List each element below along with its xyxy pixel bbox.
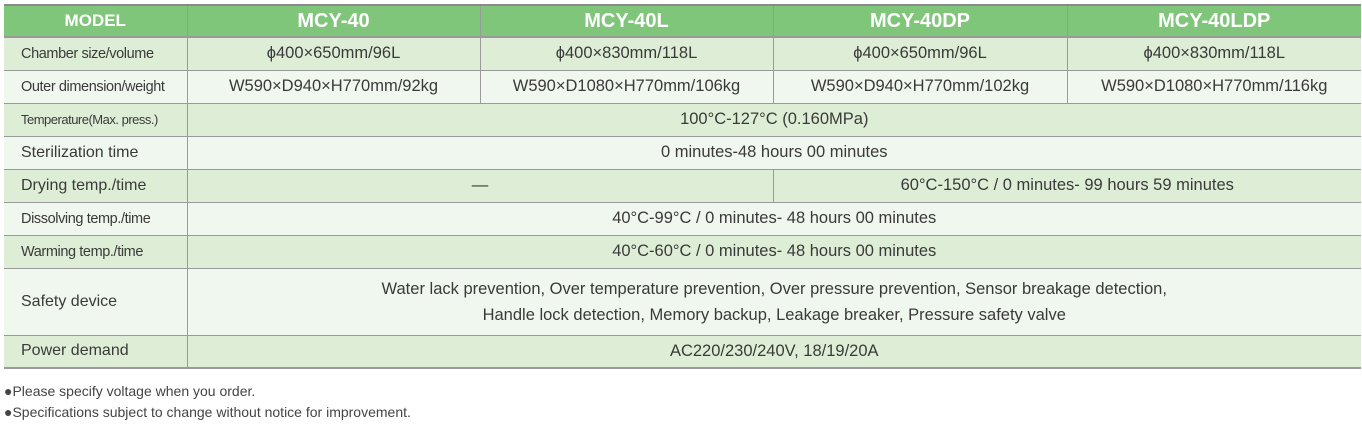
cell: W590×D1080×H770mm/106kg [480, 69, 774, 104]
row-label: Temperature(Max. press.) [4, 102, 188, 137]
row-label: Warming temp./time [4, 234, 188, 269]
row-label: Sterilization time [4, 135, 188, 170]
model-name: MCY-40LDP [1067, 4, 1361, 38]
row-label: Chamber size/volume [4, 36, 188, 71]
footnotes: ●Please specify voltage when you order. … [4, 381, 411, 423]
row-label: Safety device [4, 267, 188, 336]
model-name: MCY-40DP [773, 4, 1068, 38]
spec-table: MODEL MCY-40 MCY-40L MCY-40DP MCY-40LDP … [4, 4, 1361, 369]
sterilization-row: Sterilization time 0 minutes-48 hours 00… [4, 135, 1361, 170]
cell: — [187, 168, 774, 203]
cell: ϕ400×650mm/96L [187, 36, 481, 71]
cell: Water lack prevention, Over temperature … [187, 267, 1361, 336]
cell: W590×D940×H770mm/102kg [773, 69, 1068, 104]
row-label: Dissolving temp./time [4, 201, 188, 236]
cell: 40°C-60°C / 0 minutes- 48 hours 00 minut… [187, 234, 1361, 269]
cell: AC220/230/240V, 18/19/20A [187, 334, 1361, 369]
header-row: MODEL MCY-40 MCY-40L MCY-40DP MCY-40LDP [4, 4, 1361, 38]
temperature-row: Temperature(Max. press.) 100°C-127°C (0.… [4, 102, 1361, 137]
model-header: MODEL [4, 4, 188, 38]
row-label: Drying temp./time [4, 168, 188, 203]
cell: ϕ400×830mm/118L [1067, 36, 1361, 71]
outer-row: Outer dimension/weight W590×D940×H770mm/… [4, 69, 1361, 104]
dissolving-row: Dissolving temp./time 40°C-99°C / 0 minu… [4, 201, 1361, 236]
model-name: MCY-40 [187, 4, 481, 38]
cell: 0 minutes-48 hours 00 minutes [187, 135, 1361, 170]
footnote: ●Please specify voltage when you order. [4, 383, 256, 399]
safety-row: Safety device Water lack prevention, Ove… [4, 267, 1361, 336]
safety-line: Handle lock detection, Memory backup, Le… [482, 305, 1066, 324]
safety-line: Water lack prevention, Over temperature … [381, 279, 1167, 298]
footnote: ●Specifications subject to change withou… [4, 404, 411, 420]
warming-row: Warming temp./time 40°C-60°C / 0 minutes… [4, 234, 1361, 269]
cell: 60°C-150°C / 0 minutes- 99 hours 59 minu… [773, 168, 1361, 203]
chamber-row: Chamber size/volume ϕ400×650mm/96L ϕ400×… [4, 36, 1361, 71]
cell: ϕ400×650mm/96L [773, 36, 1068, 71]
cell: W590×D940×H770mm/92kg [187, 69, 481, 104]
cell: 100°C-127°C (0.160MPa) [187, 102, 1361, 137]
power-row: Power demand AC220/230/240V, 18/19/20A [4, 334, 1361, 369]
row-label: Outer dimension/weight [4, 69, 188, 104]
drying-row: Drying temp./time — 60°C-150°C / 0 minut… [4, 168, 1361, 203]
row-label: Power demand [4, 334, 188, 369]
cell: ϕ400×830mm/118L [480, 36, 774, 71]
cell: 40°C-99°C / 0 minutes- 48 hours 00 minut… [187, 201, 1361, 236]
cell: W590×D1080×H770mm/116kg [1067, 69, 1361, 104]
model-name: MCY-40L [480, 4, 774, 38]
